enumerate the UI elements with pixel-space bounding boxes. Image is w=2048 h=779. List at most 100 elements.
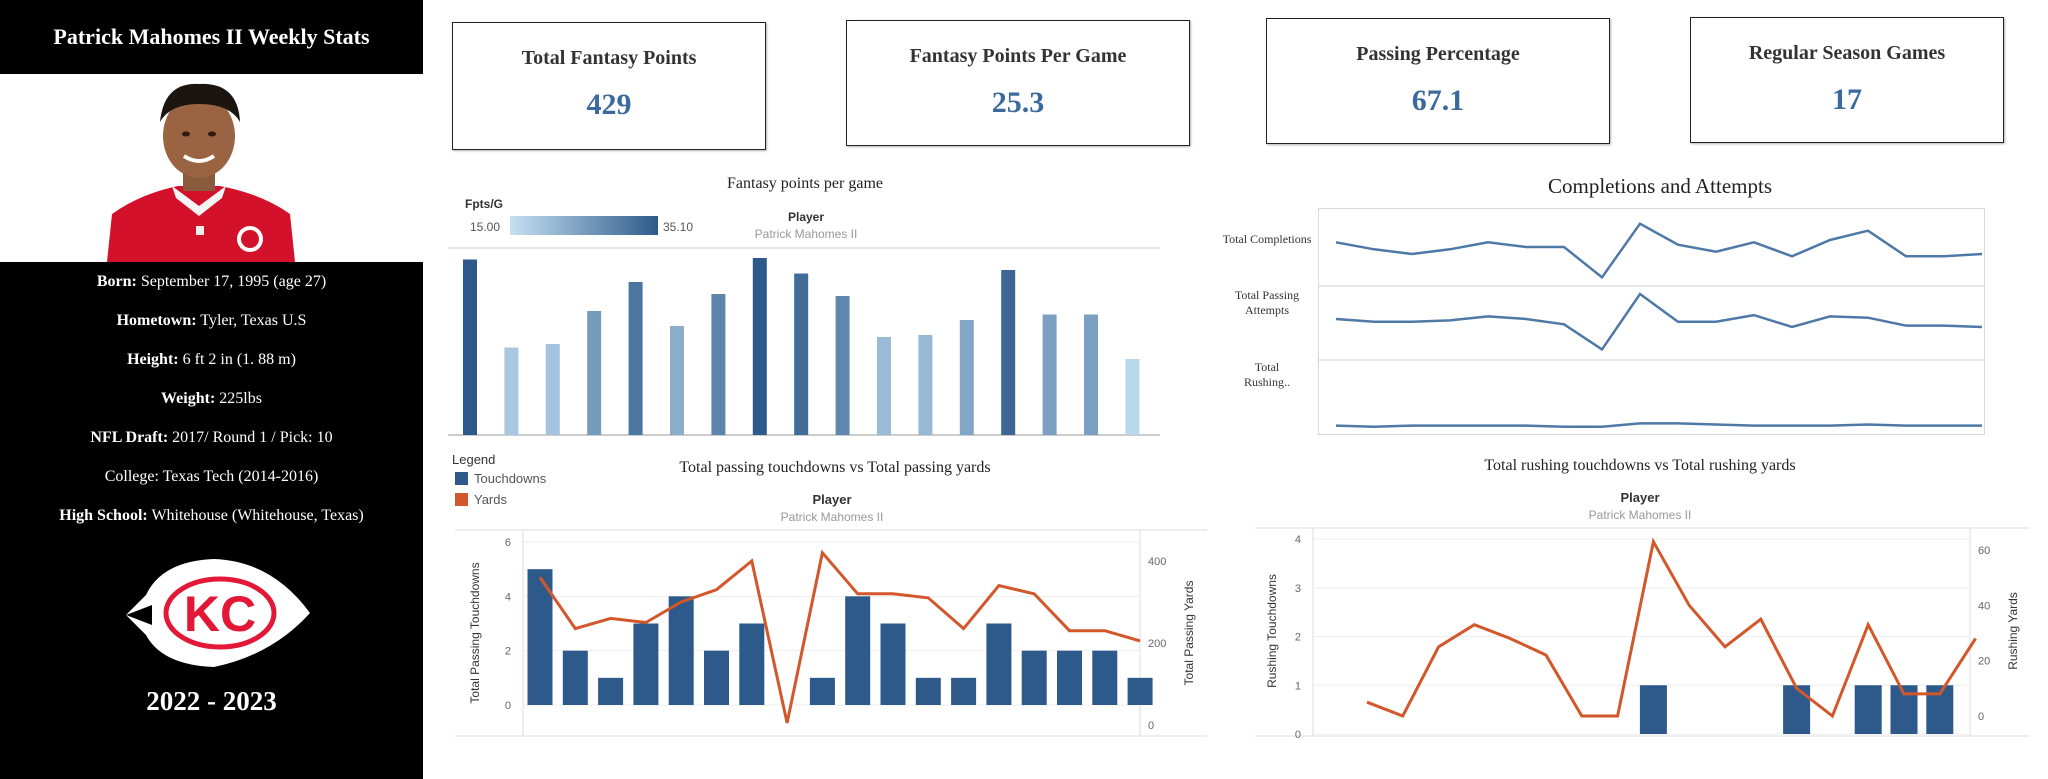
- pass-y2label: Total Passing Yards: [1182, 581, 1196, 686]
- kpi-regular-season-games: Regular Season Games 17: [1690, 17, 2004, 143]
- fpg-bar: [1084, 314, 1098, 435]
- page-title: Patrick Mahomes II Weekly Stats: [53, 24, 370, 49]
- bio-high-school: High School: Whitehouse (Whitehouse, Tex…: [59, 507, 364, 524]
- fpg-bar: [463, 259, 477, 435]
- fpg-legend-max: 35.10: [663, 220, 693, 234]
- ca-line-1: [1335, 292, 1983, 352]
- kpi-fantasy-points-per-game: Fantasy Points Per Game 25.3: [846, 20, 1190, 146]
- rush-ytick: 4: [1295, 534, 1301, 546]
- rushing-chart-title: Total rushing touchdowns vs Total rushin…: [1484, 457, 1796, 474]
- bio-born: Born: September 17, 1995 (age 27): [96, 273, 327, 290]
- rushing-td-yards-chart: Player Patrick Mahomes II Rushing Touchd…: [1255, 490, 2030, 738]
- logo-text: KC: [184, 586, 256, 642]
- pass-ytick: 2: [505, 646, 511, 658]
- fpg-bar: [1001, 270, 1016, 435]
- rush-ytick: 3: [1295, 583, 1301, 595]
- pass-ylabel: Total Passing Touchdowns: [468, 562, 482, 703]
- rush-td-bar: [1639, 685, 1667, 734]
- rush-ytick: 1: [1295, 680, 1301, 692]
- rush-ytick: 2: [1295, 632, 1301, 644]
- fpg-legend-min: 15.00: [470, 220, 500, 234]
- legend-swatch-yards: [455, 493, 468, 506]
- bio-hometown: Hometown: Tyler, Texas U.S: [116, 312, 307, 329]
- player-bio: Born: September 17, 1995 (age 27) Hometo…: [0, 262, 423, 535]
- rush-y2tick: 40: [1978, 600, 1990, 612]
- pass-td-bar: [1057, 650, 1082, 705]
- pass-td-bar: [1092, 650, 1118, 705]
- kpi-value: 67.1: [1411, 84, 1465, 117]
- pass-y2tick: 400: [1148, 556, 1166, 568]
- kpi-total-fantasy-points: Total Fantasy Points 429: [452, 22, 766, 150]
- pass-td-bar: [986, 623, 1012, 705]
- passing-chart-title: Total passing touchdowns vs Total passin…: [679, 459, 991, 476]
- kpi-passing-percentage: Passing Percentage 67.1: [1266, 18, 1610, 144]
- kpi-value: 429: [586, 88, 632, 121]
- fpg-subheader: Patrick Mahomes II: [755, 227, 858, 241]
- completions-attempts-chart: [1318, 208, 1985, 435]
- kpi-value: 25.3: [991, 86, 1045, 119]
- fantasy-points-per-game-chart: Fpts/G 15.00 35.10 Player Patrick Mahome…: [448, 197, 1160, 436]
- rush-y2label: Rushing Yards: [2006, 592, 2020, 670]
- pass-td-bar: [704, 650, 729, 705]
- fpg-legend-title: Fpts/G: [465, 197, 503, 211]
- legend-item-yards: Yards: [455, 492, 507, 507]
- pass-td-bar: [915, 677, 941, 705]
- pass-subheader: Patrick Mahomes II: [781, 510, 884, 524]
- bio-weight: Weight: 225lbs: [161, 390, 262, 407]
- fpg-bar: [959, 320, 974, 435]
- arrowhead-logo: KC: [126, 559, 310, 667]
- rush-y2tick: 60: [1978, 545, 1990, 557]
- bio-draft: NFL Draft: 2017/ Round 1 / Pick: 10: [90, 429, 333, 446]
- fpg-bar: [545, 344, 560, 435]
- legend-swatch-touchdowns: [455, 472, 468, 485]
- fpg-bar: [918, 335, 933, 435]
- fpg-bar: [835, 296, 850, 435]
- pass-td-bar: [562, 650, 588, 705]
- pass-td-bar: [668, 596, 694, 705]
- legend-title: Legend: [452, 452, 496, 467]
- pass-td-bar: [951, 677, 977, 705]
- pass-td-bar: [845, 596, 871, 705]
- bio-height: Height: 6 ft 2 in (1. 88 m): [127, 351, 296, 368]
- kpi-value: 17: [1832, 83, 1862, 116]
- rush-td-bar: [1854, 685, 1882, 734]
- pass-td-bar: [633, 623, 659, 705]
- fpg-bar: [504, 347, 519, 435]
- fpg-header: Player: [788, 210, 824, 224]
- fpg-legend-gradient: [510, 216, 658, 235]
- ca-row-label-rushing: Total Rushing..: [1243, 360, 1290, 389]
- fpg-bar: [628, 282, 643, 435]
- fpg-bar: [587, 311, 602, 435]
- kpi-label: Fantasy Points Per Game: [909, 45, 1127, 67]
- fpg-chart-title: Fantasy points per game: [727, 175, 883, 192]
- fpg-bar: [877, 337, 891, 435]
- rush-subheader: Patrick Mahomes II: [1589, 508, 1692, 522]
- pass-td-bar: [739, 623, 765, 705]
- pass-ytick: 0: [505, 700, 511, 712]
- fpg-bar: [1125, 359, 1140, 435]
- pass-ytick: 6: [505, 537, 511, 549]
- ca-row-label-attempts: Total Passing Attempts: [1234, 288, 1300, 317]
- rush-td-bar: [1783, 685, 1811, 734]
- kpi-label: Passing Percentage: [1356, 43, 1520, 65]
- pass-td-bar: [1021, 650, 1047, 705]
- rush-ylabel: Rushing Touchdowns: [1265, 574, 1279, 688]
- passing-td-yards-chart: Player Patrick Mahomes II Total Passing …: [455, 492, 1207, 737]
- pass-header: Player: [812, 492, 851, 507]
- fpg-bar: [670, 326, 684, 435]
- player-photo-image: [107, 83, 295, 262]
- rush-y2tick: 20: [1978, 656, 1990, 668]
- ca-line-0: [1335, 222, 1983, 280]
- pass-td-bar: [598, 677, 624, 705]
- pass-td-bar: [1127, 677, 1153, 705]
- pass-td-bar: [880, 623, 906, 705]
- ca-chart-title: Completions and Attempts: [1548, 174, 1772, 198]
- rush-yards-line: [1366, 537, 1977, 719]
- player-photo: [0, 74, 423, 262]
- pass-y2tick: 200: [1148, 638, 1166, 650]
- ca-row-label-completions: Total Completions: [1222, 232, 1312, 246]
- pass-td-bar: [809, 677, 835, 705]
- fpg-bar: [752, 258, 767, 435]
- rush-header: Player: [1620, 490, 1659, 505]
- kpi-label: Total Fantasy Points: [521, 47, 697, 69]
